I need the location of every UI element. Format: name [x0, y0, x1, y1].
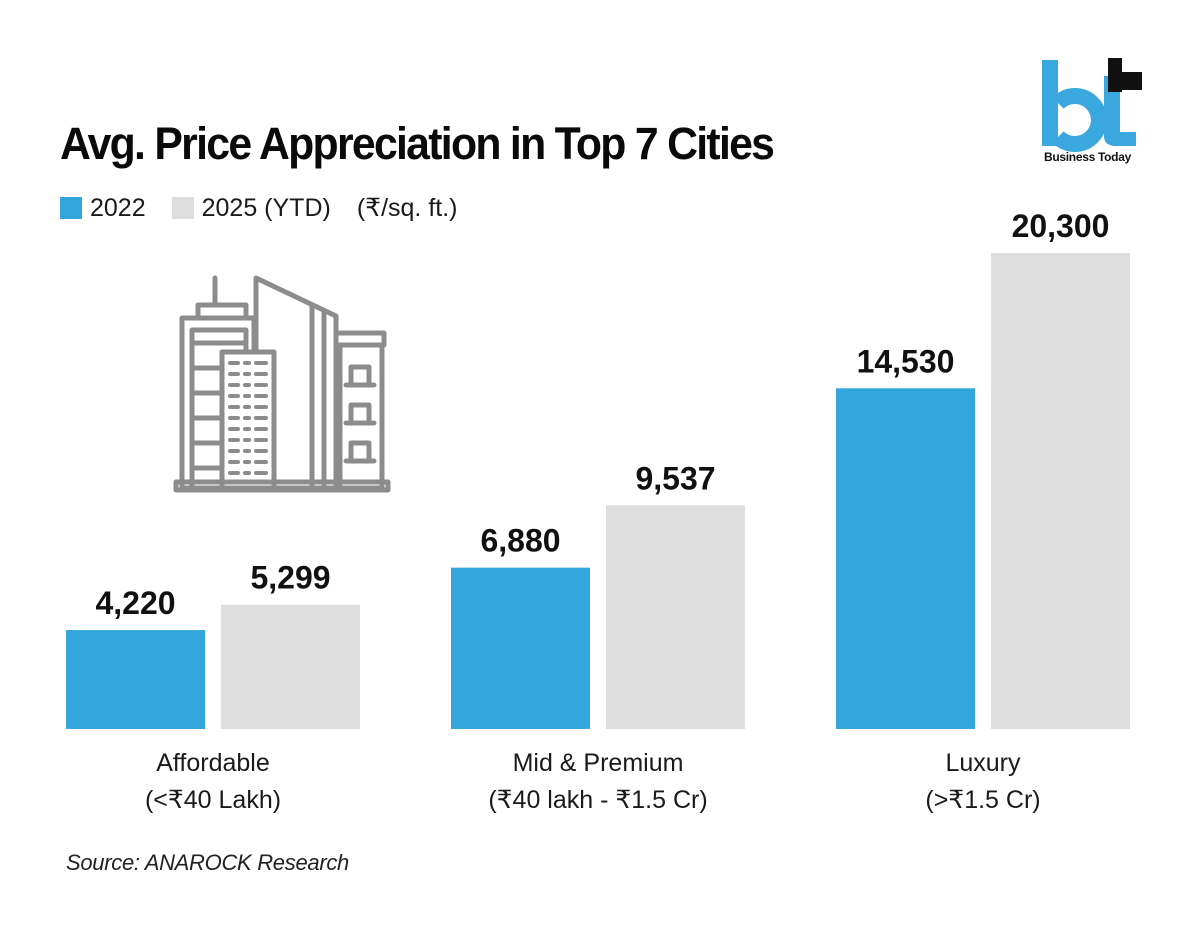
bar-2022-2 [836, 388, 975, 729]
legend: 2022 2025 (YTD) (₹/sq. ft.) [60, 193, 483, 223]
bar-2025-1 [606, 505, 745, 729]
legend-item-2025: 2025 (YTD) [171, 193, 331, 223]
logo-text: Business Today [1044, 150, 1131, 164]
unit-note: (₹/sq. ft.) [357, 193, 458, 223]
category-sublabel: (>₹1.5 Cr) [925, 786, 1040, 814]
value-label: 6,880 [480, 523, 560, 559]
city-buildings-icon [173, 275, 391, 493]
legend-item-2022: 2022 [60, 194, 146, 223]
value-label: 20,300 [1012, 208, 1110, 244]
category-label: Luxury [945, 749, 1021, 777]
legend-swatch-2022 [60, 197, 82, 219]
bar-2025-0 [221, 604, 360, 729]
category-label: Mid & Premium [513, 749, 684, 777]
value-label: 9,537 [635, 460, 715, 496]
category-sublabel: (₹40 lakh - ₹1.5 Cr) [488, 786, 707, 814]
legend-label-2022: 2022 [90, 193, 146, 222]
legend-swatch-2025 [171, 197, 194, 219]
category-label: Affordable [156, 749, 270, 777]
business-today-logo-icon [1042, 58, 1142, 152]
source-note: Source: ANAROCK Research [66, 850, 349, 875]
bar-2025-2 [991, 253, 1130, 729]
category-sublabel: (<₹40 Lakh) [145, 786, 281, 814]
value-label: 5,299 [250, 560, 330, 596]
chart-title: Avg. Price Appreciation in Top 7 Cities [60, 118, 775, 169]
legend-label-2025: 2025 (YTD) [201, 193, 331, 222]
unit-note-text: (₹/sq. ft.) [356, 194, 458, 222]
value-label: 4,220 [95, 585, 175, 621]
bar-2022-1 [451, 567, 590, 729]
value-label: 14,530 [857, 343, 955, 379]
bar-2022-0 [66, 630, 205, 729]
